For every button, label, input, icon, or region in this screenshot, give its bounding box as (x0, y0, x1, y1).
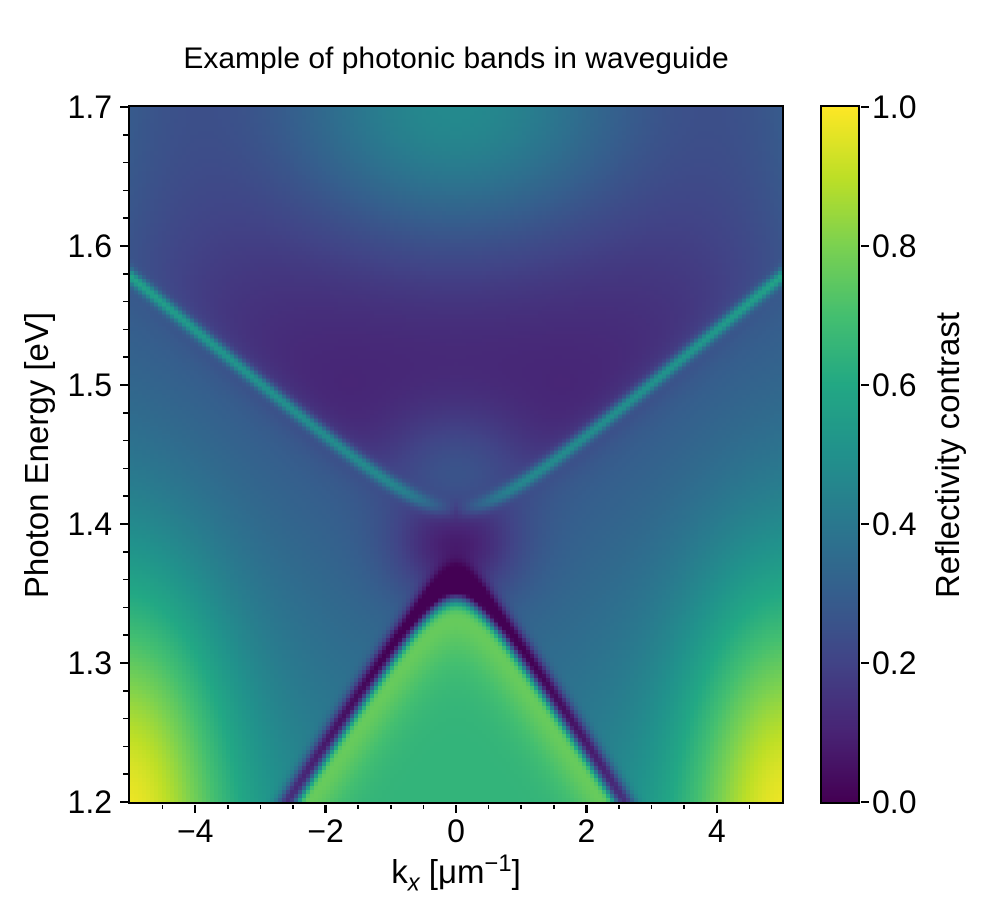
x-minor-tick (650, 804, 653, 809)
x-minor-tick (390, 804, 392, 809)
x-axis-label-exponent: −1 (484, 850, 512, 877)
y-minor-tick (123, 439, 128, 442)
y-minor-tick (123, 773, 128, 775)
plot-title: Example of photonic bands in waveguide (183, 42, 729, 75)
colorbar-frame (819, 104, 860, 804)
colorbar-tick (860, 105, 869, 109)
y-major-tick (119, 800, 128, 804)
y-minor-tick (123, 161, 128, 164)
x-minor-tick (553, 804, 555, 809)
x-minor-tick (748, 804, 751, 809)
x-tick-label: 4 (707, 813, 726, 849)
x-minor-tick (259, 804, 262, 809)
y-tick-label: 1.3 (67, 644, 112, 681)
x-axis-label-subscript: x (407, 869, 420, 897)
colorbar-tick (860, 800, 869, 804)
x-minor-tick (520, 804, 522, 809)
y-minor-tick (123, 217, 128, 219)
y-minor-tick (123, 606, 128, 609)
colorbar-tick (860, 383, 869, 387)
x-axis-label-unit-open: [μm (419, 853, 485, 890)
colorbar-tick-label: 0.0 (872, 783, 917, 820)
x-major-tick (715, 804, 719, 813)
colorbar-tick (860, 522, 869, 526)
y-minor-tick (123, 356, 128, 358)
x-minor-tick (292, 804, 294, 809)
y-minor-tick (123, 551, 128, 553)
x-axis-label: kx [μm−1] (130, 850, 782, 897)
x-axis-label-symbol: k (391, 853, 408, 890)
y-major-tick (119, 661, 128, 665)
y-major-tick (119, 522, 128, 526)
colorbar-gradient (821, 106, 858, 802)
x-tick-label: −4 (176, 813, 214, 849)
x-tick-label: 2 (577, 813, 596, 849)
y-minor-tick (123, 745, 128, 748)
colorbar-tick-label: 0.4 (872, 505, 917, 542)
y-major-tick (119, 383, 128, 387)
y-tick-label: 1.7 (67, 88, 112, 125)
colorbar-tick-label: 0.8 (872, 227, 917, 264)
y-tick-label: 1.4 (67, 505, 112, 542)
x-major-tick (585, 804, 588, 813)
x-tick-label: 0 (447, 813, 465, 849)
x-minor-tick (487, 804, 490, 809)
colorbar-tick-label: 0.6 (872, 366, 917, 403)
x-minor-tick (683, 804, 685, 809)
y-minor-tick (123, 634, 128, 636)
y-minor-tick (123, 690, 128, 692)
x-minor-tick (161, 804, 164, 809)
heatmap-canvas (129, 106, 782, 802)
colorbar-tick (860, 661, 869, 665)
y-minor-tick (123, 134, 128, 136)
y-minor-tick (123, 273, 128, 275)
x-minor-tick (227, 804, 229, 809)
y-tick-label: 1.5 (67, 366, 112, 403)
x-major-tick (454, 804, 458, 813)
y-major-tick (119, 105, 128, 109)
plot-area-frame (127, 104, 784, 804)
x-minor-tick (357, 804, 359, 809)
colorbar-tick-label: 0.2 (872, 644, 917, 681)
y-minor-tick (123, 189, 128, 192)
x-tick-label: −2 (307, 813, 344, 849)
x-minor-tick (618, 804, 620, 809)
y-minor-tick (123, 578, 128, 581)
y-tick-label: 1.2 (67, 783, 112, 820)
colorbar-tick (860, 244, 869, 248)
x-minor-tick (422, 804, 425, 809)
x-axis-label-unit-close: ] (511, 853, 521, 890)
y-minor-tick (123, 300, 128, 303)
x-major-tick (193, 804, 197, 813)
y-minor-tick (123, 495, 128, 497)
y-major-tick (119, 244, 128, 248)
y-minor-tick (123, 328, 128, 331)
colorbar-tick-label: 1.0 (872, 88, 917, 125)
y-minor-tick (123, 412, 128, 414)
y-minor-tick (123, 467, 128, 470)
y-tick-label: 1.6 (67, 227, 112, 264)
y-minor-tick (123, 717, 128, 720)
x-major-tick (324, 804, 327, 813)
